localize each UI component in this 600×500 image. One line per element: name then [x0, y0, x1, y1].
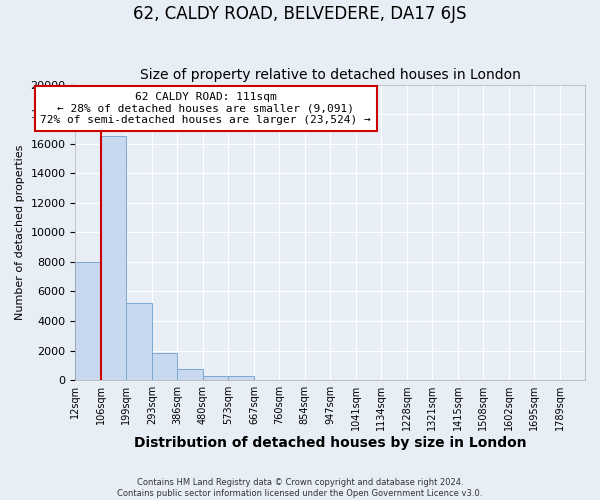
- Bar: [101, 136, 127, 380]
- Text: Contains HM Land Registry data © Crown copyright and database right 2024.
Contai: Contains HM Land Registry data © Crown c…: [118, 478, 482, 498]
- Bar: [76, 262, 101, 380]
- Text: 62, CALDY ROAD, BELVEDERE, DA17 6JS: 62, CALDY ROAD, BELVEDERE, DA17 6JS: [133, 5, 467, 23]
- Bar: [178, 369, 203, 380]
- Title: Size of property relative to detached houses in London: Size of property relative to detached ho…: [140, 68, 521, 82]
- X-axis label: Distribution of detached houses by size in London: Distribution of detached houses by size …: [134, 436, 527, 450]
- Bar: [228, 376, 254, 380]
- Bar: [127, 303, 152, 380]
- Bar: [152, 354, 178, 380]
- Bar: [203, 376, 228, 380]
- Text: 62 CALDY ROAD: 111sqm
← 28% of detached houses are smaller (9,091)
72% of semi-d: 62 CALDY ROAD: 111sqm ← 28% of detached …: [40, 92, 371, 125]
- Y-axis label: Number of detached properties: Number of detached properties: [15, 144, 25, 320]
